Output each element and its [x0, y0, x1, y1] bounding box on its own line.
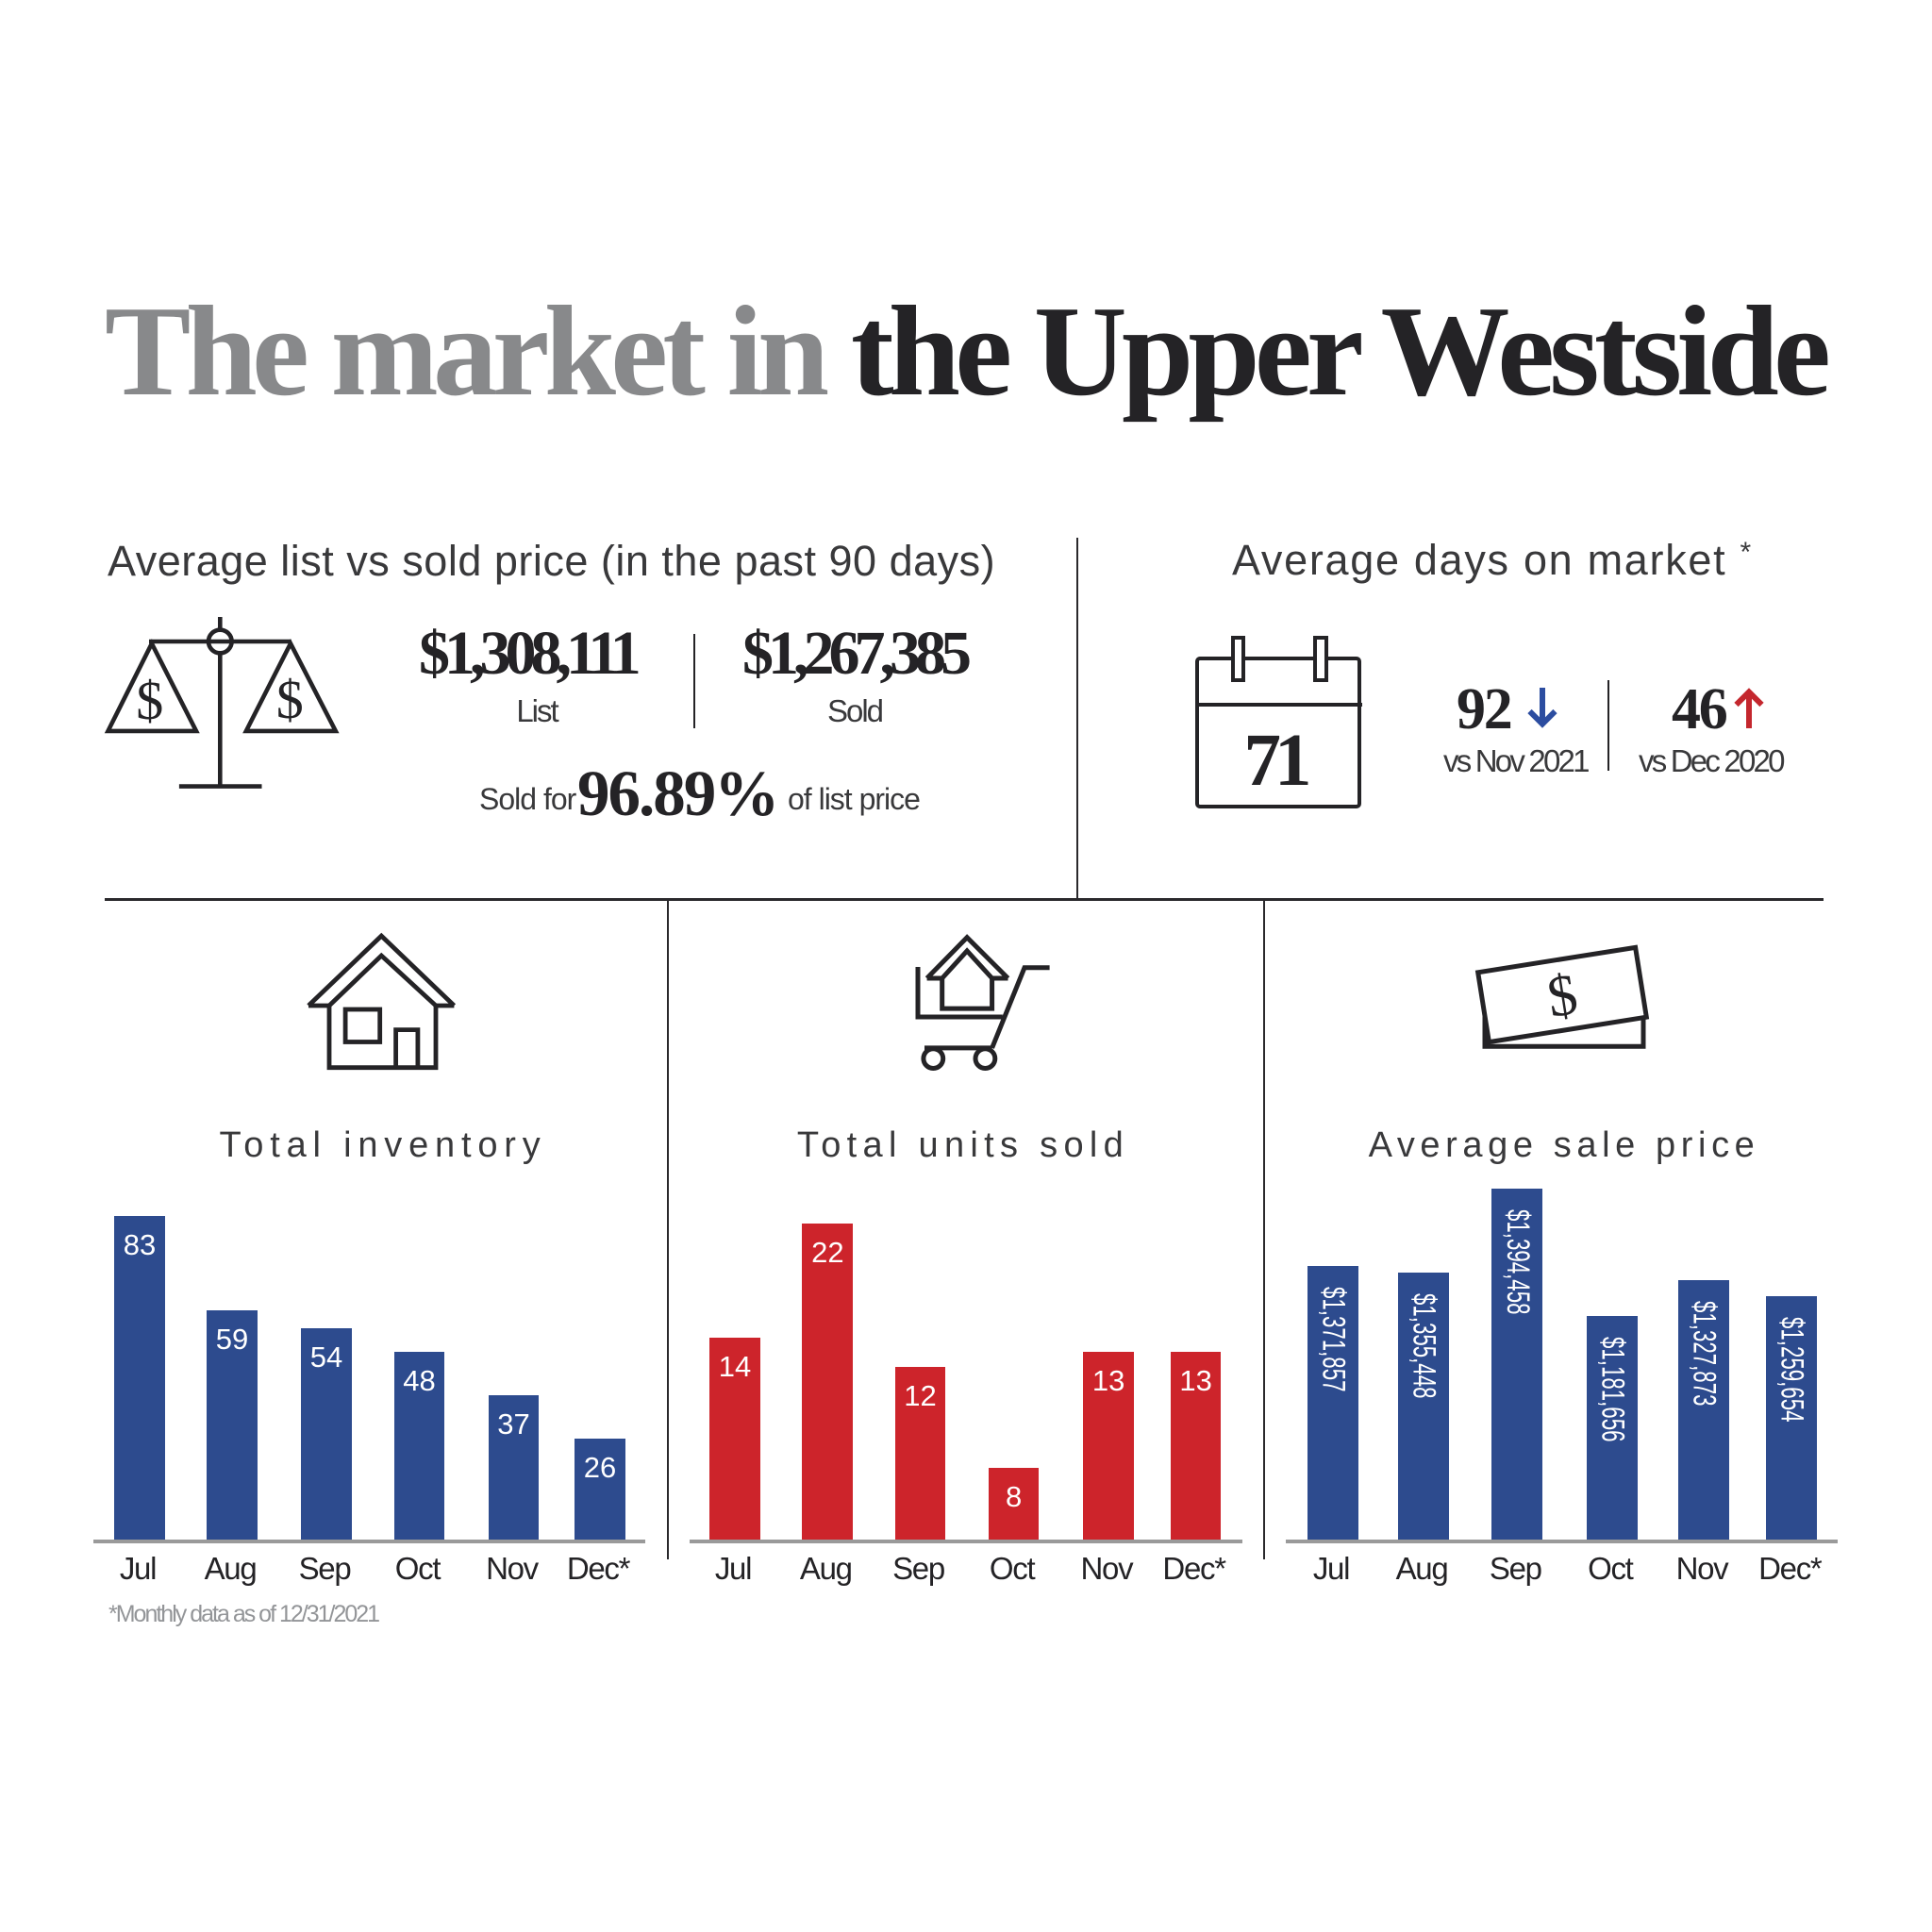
svg-text:$: $ [276, 669, 304, 730]
svg-text:$: $ [136, 670, 163, 731]
